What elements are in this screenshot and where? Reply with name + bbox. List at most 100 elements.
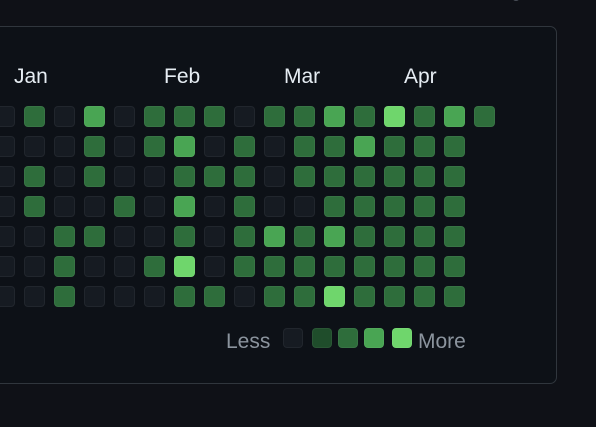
contribution-cell[interactable] — [174, 196, 195, 217]
contribution-cell[interactable] — [114, 166, 135, 187]
contribution-cell[interactable] — [174, 106, 195, 127]
contribution-cell[interactable] — [414, 106, 435, 127]
contribution-cell[interactable] — [324, 196, 345, 217]
contribution-cell[interactable] — [84, 256, 105, 277]
contribution-cell[interactable] — [174, 166, 195, 187]
contribution-cell[interactable] — [24, 256, 45, 277]
contribution-cell[interactable] — [54, 196, 75, 217]
contribution-cell[interactable] — [84, 136, 105, 157]
contribution-cell[interactable] — [384, 166, 405, 187]
contribution-cell[interactable] — [0, 256, 15, 277]
contribution-cell[interactable] — [84, 106, 105, 127]
contribution-cell[interactable] — [294, 226, 315, 247]
contribution-cell[interactable] — [144, 226, 165, 247]
contribution-cell[interactable] — [384, 286, 405, 307]
contribution-cell[interactable] — [144, 256, 165, 277]
contribution-cell[interactable] — [84, 226, 105, 247]
contribution-cell[interactable] — [444, 286, 465, 307]
contribution-cell[interactable] — [114, 226, 135, 247]
contribution-cell[interactable] — [54, 166, 75, 187]
contribution-cell[interactable] — [414, 226, 435, 247]
contribution-cell[interactable] — [264, 226, 285, 247]
contribution-cell[interactable] — [384, 106, 405, 127]
contribution-cell[interactable] — [324, 106, 345, 127]
contribution-cell[interactable] — [114, 286, 135, 307]
contribution-cell[interactable] — [54, 286, 75, 307]
contribution-cell[interactable] — [204, 256, 225, 277]
contribution-cell[interactable] — [264, 166, 285, 187]
contribution-cell[interactable] — [444, 196, 465, 217]
contribution-cell[interactable] — [234, 286, 255, 307]
contribution-cell[interactable] — [0, 196, 15, 217]
contribution-cell[interactable] — [204, 136, 225, 157]
contribution-cell[interactable] — [354, 226, 375, 247]
contribution-cell[interactable] — [114, 256, 135, 277]
contribution-cell[interactable] — [444, 256, 465, 277]
contribution-cell[interactable] — [444, 226, 465, 247]
contribution-cell[interactable] — [234, 196, 255, 217]
contribution-cell[interactable] — [0, 166, 15, 187]
contribution-cell[interactable] — [324, 166, 345, 187]
contribution-cell[interactable] — [264, 196, 285, 217]
contribution-cell[interactable] — [264, 106, 285, 127]
contribution-cell[interactable] — [354, 256, 375, 277]
contribution-cell[interactable] — [144, 166, 165, 187]
contribution-cell[interactable] — [174, 136, 195, 157]
contribution-cell[interactable] — [234, 256, 255, 277]
contribution-cell[interactable] — [0, 286, 15, 307]
contribution-cell[interactable] — [354, 286, 375, 307]
contribution-cell[interactable] — [174, 226, 195, 247]
contribution-cell[interactable] — [84, 166, 105, 187]
contribution-cell[interactable] — [144, 136, 165, 157]
contribution-cell[interactable] — [204, 226, 225, 247]
contribution-cell[interactable] — [354, 106, 375, 127]
contribution-cell[interactable] — [264, 136, 285, 157]
contribution-cell[interactable] — [414, 256, 435, 277]
contribution-cell[interactable] — [384, 136, 405, 157]
contribution-cell[interactable] — [204, 166, 225, 187]
contribution-cell[interactable] — [84, 196, 105, 217]
contribution-cell[interactable] — [144, 106, 165, 127]
contribution-cell[interactable] — [204, 106, 225, 127]
contribution-cell[interactable] — [444, 136, 465, 157]
contribution-cell[interactable] — [54, 226, 75, 247]
contribution-cell[interactable] — [144, 286, 165, 307]
contribution-cell[interactable] — [474, 106, 495, 127]
contribution-cell[interactable] — [0, 226, 15, 247]
contribution-cell[interactable] — [0, 136, 15, 157]
contribution-cell[interactable] — [324, 136, 345, 157]
contribution-cell[interactable] — [444, 166, 465, 187]
contribution-cell[interactable] — [114, 196, 135, 217]
contribution-cell[interactable] — [414, 196, 435, 217]
contribution-cell[interactable] — [294, 136, 315, 157]
contribution-cell[interactable] — [294, 256, 315, 277]
contribution-cell[interactable] — [294, 106, 315, 127]
contribution-cell[interactable] — [114, 136, 135, 157]
contribution-cell[interactable] — [24, 106, 45, 127]
contribution-cell[interactable] — [174, 286, 195, 307]
contribution-cell[interactable] — [144, 196, 165, 217]
contribution-cell[interactable] — [264, 286, 285, 307]
contribution-cell[interactable] — [24, 136, 45, 157]
contribution-cell[interactable] — [24, 226, 45, 247]
contribution-cell[interactable] — [414, 136, 435, 157]
contribution-cell[interactable] — [384, 196, 405, 217]
contribution-cell[interactable] — [354, 166, 375, 187]
contribution-cell[interactable] — [414, 286, 435, 307]
contribution-cell[interactable] — [204, 196, 225, 217]
contribution-cell[interactable] — [294, 166, 315, 187]
contribution-cell[interactable] — [324, 226, 345, 247]
contribution-cell[interactable] — [54, 256, 75, 277]
contribution-cell[interactable] — [414, 166, 435, 187]
contribution-cell[interactable] — [234, 166, 255, 187]
contribution-cell[interactable] — [294, 286, 315, 307]
contribution-cell[interactable] — [24, 286, 45, 307]
contribution-cell[interactable] — [384, 256, 405, 277]
contribution-cell[interactable] — [54, 136, 75, 157]
contribution-cell[interactable] — [444, 106, 465, 127]
contribution-cell[interactable] — [114, 106, 135, 127]
contribution-cell[interactable] — [384, 226, 405, 247]
contribution-cell[interactable] — [0, 106, 15, 127]
contribution-cell[interactable] — [234, 106, 255, 127]
contribution-cell[interactable] — [234, 136, 255, 157]
